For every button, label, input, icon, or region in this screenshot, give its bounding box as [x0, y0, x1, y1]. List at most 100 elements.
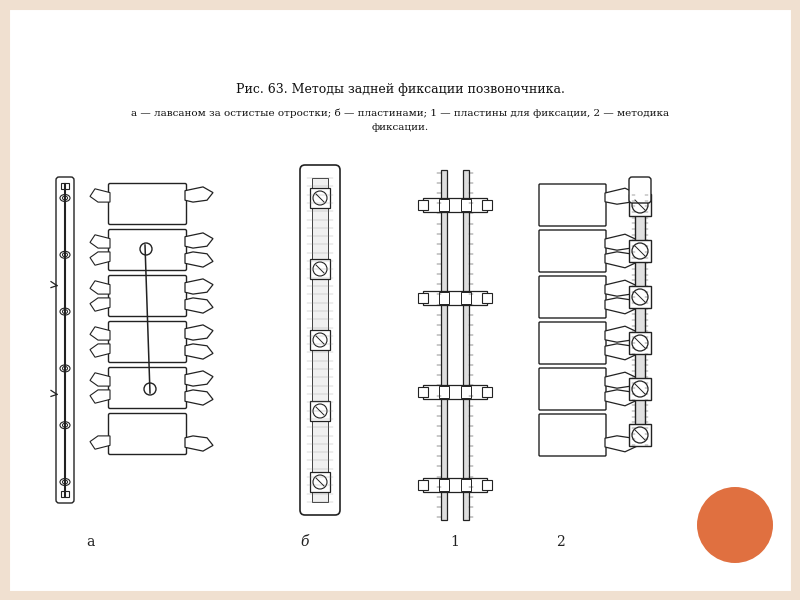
Polygon shape [605, 188, 637, 204]
Bar [441, 170, 447, 520]
Circle shape [697, 487, 773, 563]
Text: фиксации.: фиксации. [371, 124, 429, 133]
Bar [439, 199, 449, 211]
FancyBboxPatch shape [56, 177, 74, 503]
Bar [629, 240, 651, 262]
FancyBboxPatch shape [109, 184, 186, 224]
Text: 1: 1 [450, 535, 459, 549]
Bar [629, 332, 651, 354]
Polygon shape [185, 233, 213, 248]
Bar [482, 293, 492, 304]
Bar [423, 292, 487, 305]
Ellipse shape [62, 196, 67, 200]
Bar [629, 286, 651, 308]
Circle shape [313, 333, 327, 347]
Polygon shape [90, 235, 110, 248]
Polygon shape [185, 187, 213, 202]
Circle shape [140, 243, 152, 255]
Bar [629, 424, 651, 446]
Circle shape [632, 381, 648, 397]
Ellipse shape [62, 310, 67, 314]
Ellipse shape [60, 194, 70, 202]
Ellipse shape [62, 480, 67, 484]
Polygon shape [185, 298, 213, 313]
Polygon shape [605, 436, 637, 452]
Circle shape [313, 262, 327, 276]
Polygon shape [185, 436, 213, 451]
Bar [439, 479, 449, 491]
Circle shape [144, 383, 156, 395]
FancyBboxPatch shape [109, 275, 186, 317]
Bar [310, 472, 330, 492]
Circle shape [632, 197, 648, 213]
Ellipse shape [60, 422, 70, 428]
Ellipse shape [60, 308, 70, 315]
Polygon shape [90, 281, 110, 294]
Bar [461, 386, 471, 398]
Polygon shape [605, 280, 637, 296]
Polygon shape [90, 373, 110, 386]
FancyBboxPatch shape [300, 165, 340, 515]
Bar [310, 401, 330, 421]
Polygon shape [90, 436, 110, 449]
FancyBboxPatch shape [539, 184, 606, 226]
Ellipse shape [62, 253, 67, 257]
FancyBboxPatch shape [109, 367, 186, 409]
Bar [463, 170, 469, 520]
Ellipse shape [60, 365, 70, 372]
Circle shape [313, 475, 327, 489]
Polygon shape [605, 252, 637, 268]
Polygon shape [90, 344, 110, 357]
Polygon shape [185, 390, 213, 405]
Bar [61, 183, 69, 189]
Circle shape [632, 289, 648, 305]
Polygon shape [605, 390, 637, 406]
FancyBboxPatch shape [109, 229, 186, 271]
Bar [61, 491, 69, 497]
Ellipse shape [60, 479, 70, 485]
Bar [418, 386, 428, 397]
Bar [461, 292, 471, 304]
Circle shape [632, 243, 648, 259]
Bar [461, 199, 471, 211]
Text: а: а [86, 535, 94, 549]
Polygon shape [90, 189, 110, 202]
FancyBboxPatch shape [539, 368, 606, 410]
FancyBboxPatch shape [539, 414, 606, 456]
Circle shape [313, 191, 327, 205]
Bar [312, 178, 328, 502]
Text: Рис. 63. Методы задней фиксации позвоночника.: Рис. 63. Методы задней фиксации позвоноч… [235, 83, 565, 97]
Ellipse shape [62, 423, 67, 427]
Bar [482, 386, 492, 397]
Bar [439, 386, 449, 398]
Polygon shape [185, 325, 213, 340]
FancyBboxPatch shape [629, 177, 651, 203]
Bar [635, 195, 645, 445]
Polygon shape [605, 344, 637, 360]
Bar [629, 194, 651, 216]
Polygon shape [185, 371, 213, 386]
Bar [629, 378, 651, 400]
Polygon shape [185, 252, 213, 267]
Polygon shape [605, 326, 637, 342]
Polygon shape [185, 344, 213, 359]
Bar [310, 259, 330, 279]
Bar [439, 292, 449, 304]
Polygon shape [90, 252, 110, 265]
Bar [423, 198, 487, 212]
Bar [418, 200, 428, 210]
Bar [310, 188, 330, 208]
Circle shape [313, 404, 327, 418]
Circle shape [632, 335, 648, 351]
Polygon shape [605, 298, 637, 314]
Bar [461, 479, 471, 491]
Bar [418, 293, 428, 304]
Polygon shape [90, 390, 110, 403]
Polygon shape [605, 234, 637, 250]
FancyBboxPatch shape [4, 4, 796, 596]
Polygon shape [605, 372, 637, 388]
Polygon shape [90, 327, 110, 340]
Bar [482, 200, 492, 210]
Bar [418, 480, 428, 490]
Bar [423, 385, 487, 398]
